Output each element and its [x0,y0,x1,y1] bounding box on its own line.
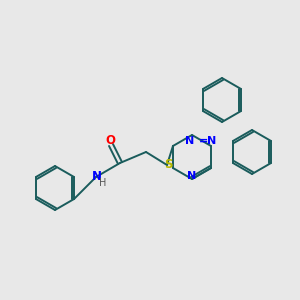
Text: H: H [99,178,107,188]
Text: S: S [164,158,172,172]
Text: =: = [198,136,208,146]
Text: O: O [105,134,115,146]
Text: N: N [188,171,196,181]
Text: N: N [207,136,217,146]
Text: N: N [185,136,195,146]
Text: N: N [92,169,102,182]
